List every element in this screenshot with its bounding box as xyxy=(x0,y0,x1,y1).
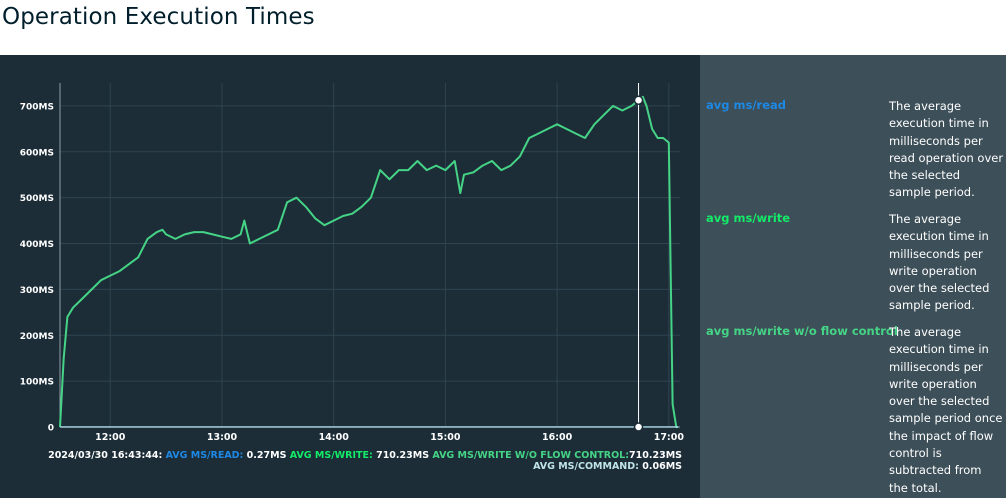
chart-crosshair xyxy=(633,83,644,432)
crosshair-point-read xyxy=(633,422,644,432)
legend-panel: avg ms/read The average execution time i… xyxy=(700,55,1006,498)
chart-panel: 0 100MS 200MS 300MS 400MS 500MS 600MS 700MS 12:0… xyxy=(0,55,700,498)
legend-name: avg ms/read xyxy=(706,98,786,112)
x-tick-label: 15:00 xyxy=(430,432,461,443)
readout-line-2: AVG MS/COMMAND: 0.06MS xyxy=(533,461,682,472)
series-line-avg-ms-write xyxy=(59,95,679,428)
readout-write-wo-flow-label: AVG MS/WRITE W/O FLOW CONTROL: xyxy=(432,450,630,461)
legend-description: The average execution time in millisecon… xyxy=(889,99,1004,200)
x-tick-label: 16:00 xyxy=(542,432,573,443)
y-tick-label: 500MS xyxy=(20,194,54,204)
chart-axes: 0 100MS 200MS 300MS 400MS 500MS 600MS 700MS 12:0… xyxy=(20,83,685,443)
page-title: Operation Execution Times xyxy=(2,4,315,30)
chart-lines xyxy=(59,95,679,428)
legend-description: The average execution time in millisecon… xyxy=(889,212,990,313)
y-tick-label: 100MS xyxy=(20,378,54,388)
crosshair-point-write xyxy=(633,95,644,105)
y-tick-label: 600MS xyxy=(20,148,54,158)
legend-name: avg ms/write w/o flow control xyxy=(706,324,898,338)
execution-times-chart[interactable]: 0 100MS 200MS 300MS 400MS 500MS 600MS 700MS 12:0… xyxy=(0,55,700,498)
readout-write-value: 710.23MS xyxy=(376,450,430,461)
readout-command-value: 0.06MS xyxy=(642,461,682,472)
y-tick-label: 200MS xyxy=(20,332,54,342)
y-tick-label: 700MS xyxy=(20,102,54,112)
readout-timestamp: 2024/03/30 16:43:44: xyxy=(48,450,163,461)
y-tick-label: 300MS xyxy=(20,286,54,296)
readout-write-label: AVG MS/WRITE: xyxy=(289,450,373,461)
readout-line-1: 2024/03/30 16:43:44: AVG MS/READ: 0.27MS… xyxy=(48,450,682,461)
legend-name: avg ms/write xyxy=(706,211,791,225)
x-tick-label: 17:00 xyxy=(654,432,685,443)
readout-read-value: 0.27MS xyxy=(246,450,287,461)
readout-write-wo-flow-value: 710.23MS xyxy=(629,450,682,461)
y-tick-label: 0 xyxy=(48,424,54,434)
x-tick-label: 14:00 xyxy=(319,432,350,443)
readout-command-label: AVG MS/COMMAND: xyxy=(533,461,639,472)
x-tick-label: 13:00 xyxy=(207,432,238,443)
readout-read-label: AVG MS/READ: xyxy=(165,450,244,461)
legend-description: The average execution time in millisecon… xyxy=(889,325,1003,495)
y-tick-label: 400MS xyxy=(20,240,54,250)
x-tick-label: 12:00 xyxy=(95,432,126,443)
